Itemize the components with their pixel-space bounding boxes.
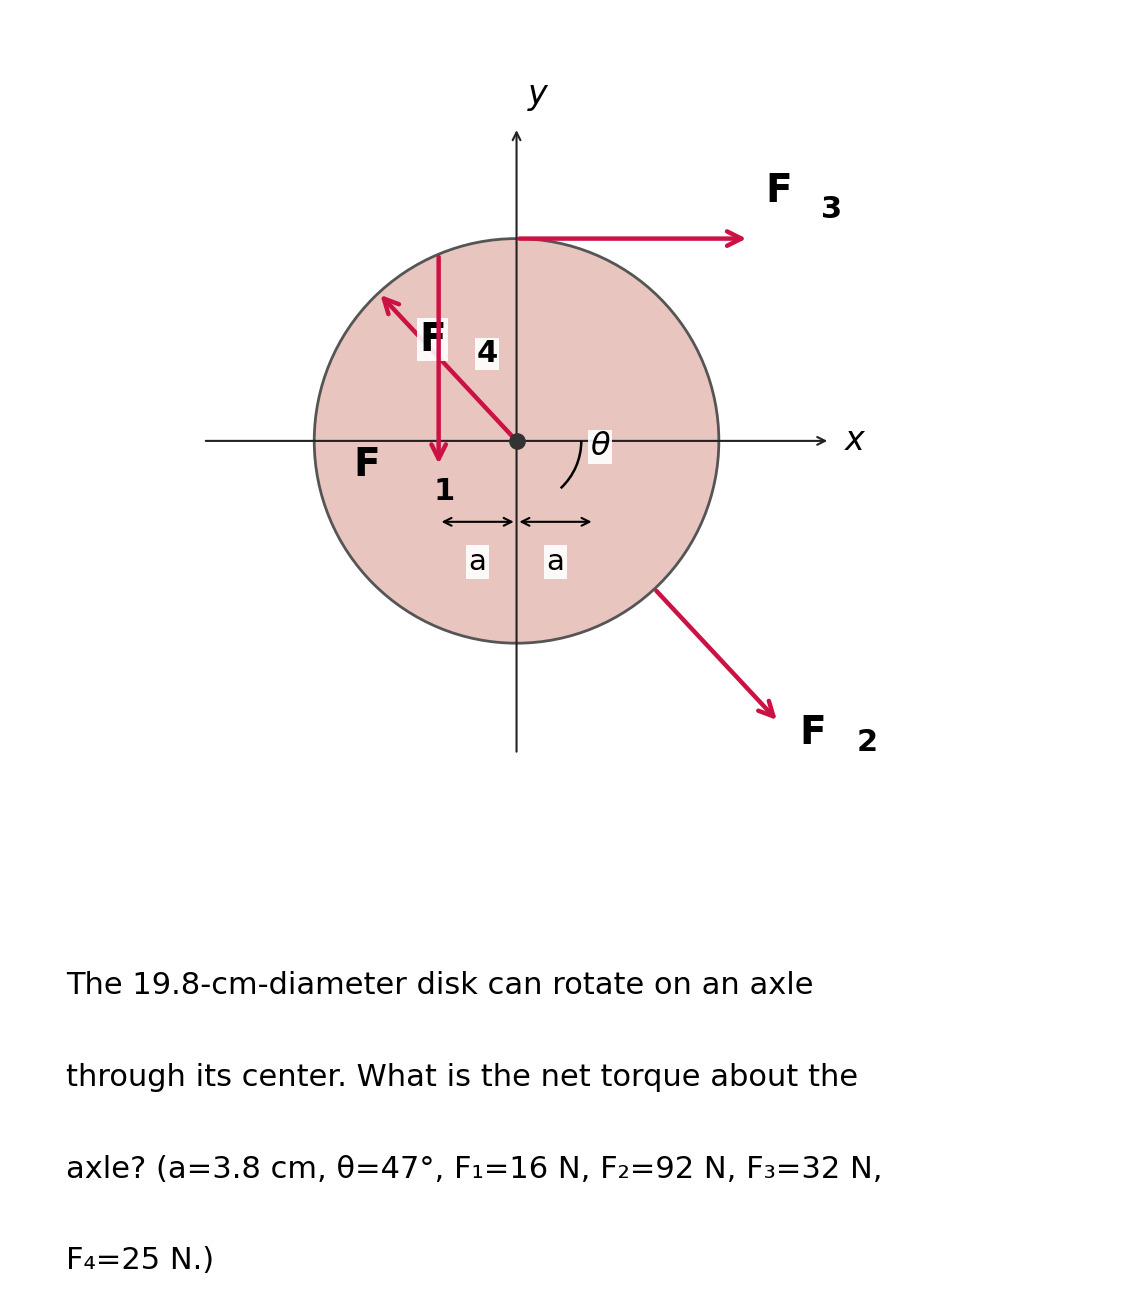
Text: a: a (468, 548, 486, 576)
Circle shape (314, 238, 719, 643)
Text: The 19.8-cm-diameter disk can rotate on an axle: The 19.8-cm-diameter disk can rotate on … (66, 971, 813, 1000)
Text: $\mathbf{F}$: $\mathbf{F}$ (419, 321, 445, 359)
Text: $\mathbf{1}$: $\mathbf{1}$ (432, 476, 454, 505)
Text: through its center. What is the net torque about the: through its center. What is the net torq… (66, 1063, 858, 1092)
Text: F₄=25 N.): F₄=25 N.) (66, 1246, 214, 1275)
Text: $\mathbf{4}$: $\mathbf{4}$ (476, 339, 497, 368)
Text: $\theta$: $\theta$ (590, 432, 611, 462)
Text: axle? (a=3.8 cm, θ=47°, F₁=16 N, F₂=92 N, F₃=32 N,: axle? (a=3.8 cm, θ=47°, F₁=16 N, F₂=92 N… (66, 1155, 883, 1183)
Text: $\mathbf{2}$: $\mathbf{2}$ (856, 728, 876, 757)
Text: $\mathbf{F}$: $\mathbf{F}$ (798, 713, 824, 751)
Text: a: a (547, 548, 565, 576)
Text: $y$: $y$ (527, 80, 549, 113)
Text: $\mathbf{3}$: $\mathbf{3}$ (820, 195, 841, 224)
Text: $\mathbf{F}$: $\mathbf{F}$ (766, 173, 791, 211)
Text: $x$: $x$ (844, 424, 867, 457)
Text: $\mathbf{F}$: $\mathbf{F}$ (353, 446, 378, 484)
